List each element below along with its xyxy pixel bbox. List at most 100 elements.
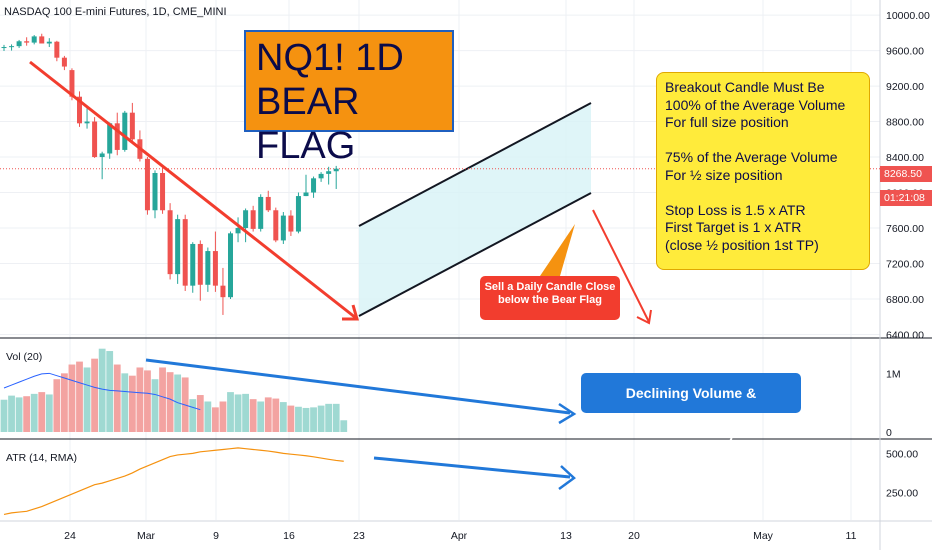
volume-bar [91,358,98,432]
rules-annotation: Breakout Candle Must Be 100% of the Aver… [656,72,870,270]
time-tick-label: 13 [560,530,572,542]
price-tick-label: 6400.00 [886,329,924,341]
volume-bar [113,364,121,432]
volume-bar [272,398,280,432]
price-tick-label: 8800.00 [886,117,924,129]
volume-bar [204,401,212,432]
downtrend-line [29,60,357,320]
symbol-title: NASDAQ 100 E-mini Futures, 1D, CME_MINI [4,6,227,18]
rules-line: 100% of the Average Volume [665,96,846,113]
candle-body [16,41,22,47]
volume-bar [332,403,340,432]
volume-bar [15,397,23,432]
time-tick-label: 20 [628,530,640,542]
volume-bar [121,373,129,432]
volume-bar [68,364,76,432]
price-tick-label: 9200.00 [886,81,924,93]
downtrend-arrowhead [342,304,359,321]
volume-bar [174,374,182,432]
time-tick-label: 23 [353,530,365,542]
candle-body [311,178,317,193]
volume-bar [340,420,348,432]
volume-bar [106,351,114,432]
volume-bar [45,394,53,432]
candle-body [69,70,75,97]
rules-line: Breakout Candle Must Be [665,79,825,95]
candle-body [258,196,264,229]
rules-line [665,132,861,150]
time-tick-label: Apr [451,530,468,542]
time-tick-label: Mar [137,530,156,542]
volume-bar [234,394,242,432]
volume-bar [287,405,295,432]
volume-bar [30,393,38,432]
volume-bar [196,395,204,432]
price-tick-label: 7200.00 [886,258,924,270]
candle-body [288,215,294,232]
atr-indicator-title: ATR (14, RMA) [6,452,77,464]
price-tick-label: 7600.00 [886,223,924,235]
time-tick-label: 16 [283,530,295,542]
candle-body [122,112,128,150]
rules-line: Stop Loss is 1.5 x ATR [665,201,806,218]
volume-ma-line [3,372,201,411]
last-price-tag: 8268.50 [880,166,932,182]
bear-flag-fill [359,103,591,316]
volume-bar [310,407,317,432]
price-tick-label: 10000.00 [886,10,930,22]
volume-bar [325,403,333,432]
volume-bar [257,401,265,432]
time-tick-label: May [753,530,774,542]
volume-indicator-title: Vol (20) [6,351,43,363]
candle-body [205,251,211,285]
volume-bar [98,348,106,432]
volume-bar [53,379,61,432]
projection-arrow [592,209,650,323]
price-tick-label: 8400.00 [886,152,924,164]
candle-body [114,123,120,150]
countdown-tag: 01:21:08 [880,190,932,206]
bear-flag-upper-line [358,102,592,227]
sell-annotation: Sell a Daily Candle Close below the Bear… [480,276,620,320]
title-line-2: BEAR FLAG [256,81,360,167]
volume-bar [159,367,166,432]
volume-bar [136,367,144,432]
volume-annotation: Declining Volume & ATR/Volatility [581,373,801,441]
candle-body [9,46,15,48]
candle-body [129,112,135,140]
candle-body [92,121,98,158]
candle-body [46,41,52,44]
volume-bar [242,393,249,432]
volume-bar [302,407,310,432]
atr-decline-line [373,456,571,479]
candle-body [160,173,166,211]
candle-body [107,123,113,154]
sell-line-1: Sell a Daily Candle Close [484,281,616,293]
candle-body [144,158,150,211]
candle-body [61,57,67,67]
candle-body [295,196,301,232]
time-tick-label: 24 [64,530,76,542]
candle-body [182,219,188,286]
candle-body [99,153,105,158]
candle-body [273,210,279,241]
volume-bar [227,392,234,432]
atr-line [3,447,344,516]
volume-bar [61,373,68,432]
sell-line-2: below the Bear Flag [498,294,602,306]
time-tick-label: 9 [213,530,219,542]
price-tick-label: 6800.00 [886,294,924,306]
volume-bar [83,367,91,432]
rules-line [665,184,861,202]
volume-decline-line [145,358,571,415]
candle-body [303,192,309,197]
volume-bar [8,395,15,432]
candle-body [243,210,249,228]
volume-arrowhead [558,402,577,425]
volume-bar [144,370,151,432]
volume-bar [23,396,31,432]
candle-body [228,233,233,298]
candle-body [39,36,45,44]
candle-body [235,228,241,234]
volume-bar [317,405,325,432]
